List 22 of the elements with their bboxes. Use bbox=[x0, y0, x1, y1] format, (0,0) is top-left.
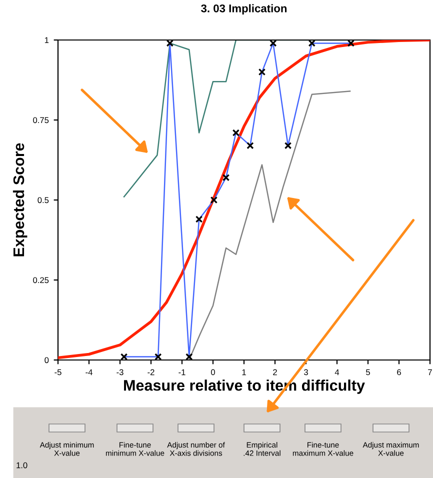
y-tick-label: 0 bbox=[44, 357, 49, 364]
x-tick-label: -2 bbox=[148, 369, 154, 376]
y-tick-label: 1 bbox=[44, 37, 49, 44]
y-tick-label: 0.25 bbox=[33, 277, 49, 284]
x-tick-label: -4 bbox=[86, 369, 92, 376]
x-tick-label: 2 bbox=[273, 369, 277, 376]
x-tick-label: 0 bbox=[211, 369, 215, 376]
x-tick-label: -5 bbox=[54, 369, 62, 376]
x-tick-label: 3 bbox=[304, 369, 308, 376]
x-tick-label: -3 bbox=[116, 369, 124, 376]
x-tick-label: 7 bbox=[428, 369, 432, 376]
line-series bbox=[188, 90, 351, 360]
x-tick-label: 4 bbox=[334, 369, 340, 376]
y-axis-title: Expected Score bbox=[12, 143, 28, 256]
x-tick-label: 1 bbox=[242, 369, 246, 376]
chart-title: 3. 03 Implication bbox=[201, 4, 287, 15]
x-tick-label: -1 bbox=[178, 369, 186, 376]
text: 1.0 bbox=[16, 462, 28, 468]
x-tick-label: 6 bbox=[397, 369, 401, 376]
y-tick-label: 0.5 bbox=[38, 197, 49, 204]
x-tick-label: 5 bbox=[366, 369, 370, 376]
y-tick-label: 0.75 bbox=[33, 117, 49, 124]
